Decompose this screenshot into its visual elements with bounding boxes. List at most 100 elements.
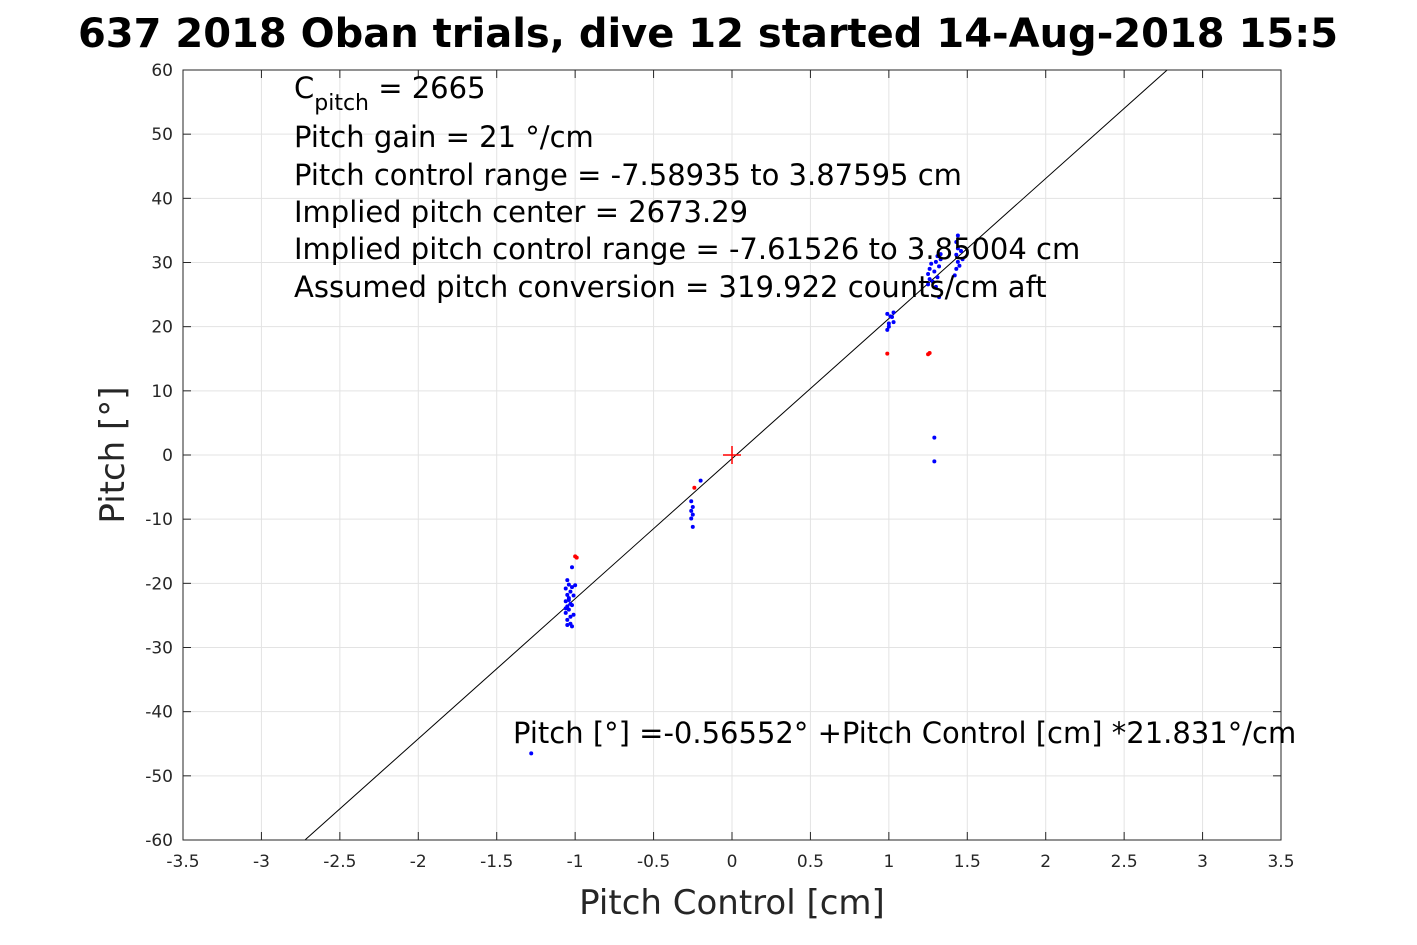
data-point	[689, 508, 694, 513]
y-tick-labels: -60 -50 -40 -30 -20 -10 0 10 20 30 40 50 60	[145, 61, 173, 851]
x-tick-label: 0	[727, 852, 738, 872]
data-point	[933, 259, 938, 264]
data-point	[955, 233, 960, 238]
x-tick-labels: -3.5 -3 -2.5 -2 -1.5 -1 -0.5 0 0.5 1 1.5 2 2.5 3 3.5	[166, 852, 1294, 872]
data-point	[563, 599, 568, 604]
data-point	[927, 266, 932, 271]
y-axis-label: Pitch [°]	[93, 386, 133, 523]
data-point	[566, 607, 571, 612]
data-point	[929, 261, 934, 266]
y-tick-label: -50	[145, 767, 173, 787]
pitch-gain-annotation: Pitch gain = 21 °/cm	[294, 120, 594, 154]
data-point	[926, 282, 931, 287]
y-tick-label: -20	[145, 574, 173, 594]
x-tick-label: -2	[410, 852, 427, 872]
data-point	[952, 273, 957, 278]
data-point	[566, 582, 571, 587]
data-point	[927, 350, 932, 355]
data-point	[886, 321, 891, 326]
x-tick-label: 2.5	[1111, 852, 1138, 872]
data-point	[885, 311, 890, 316]
data-point	[571, 593, 576, 598]
data-point	[954, 239, 959, 244]
y-tick-label: -30	[145, 639, 173, 659]
data-point	[568, 589, 573, 594]
data-point	[889, 315, 894, 320]
cpitch-subscript: pitch	[314, 91, 369, 116]
x-tick-label: 0.5	[797, 852, 824, 872]
data-point	[566, 598, 571, 603]
data-point	[690, 512, 695, 517]
data-point	[574, 555, 579, 560]
data-point	[930, 279, 935, 284]
x-tick-label: -1	[567, 852, 584, 872]
data-point	[885, 327, 890, 332]
data-point	[960, 257, 965, 262]
x-tick-label: 3.5	[1267, 852, 1294, 872]
tick-marks	[182, 69, 1282, 841]
fit-equation-annotation: Pitch [°] =-0.56552° +Pitch Control [cm]…	[513, 716, 1296, 750]
data-point	[571, 612, 576, 617]
data-point	[885, 351, 890, 356]
center-marker-group	[723, 446, 741, 464]
data-point	[529, 751, 534, 756]
data-point	[565, 623, 570, 628]
x-tick-label: -3.5	[166, 852, 199, 872]
data-point	[570, 585, 575, 590]
data-point	[957, 263, 962, 268]
x-tick-label: -1.5	[480, 852, 513, 872]
y-tick-label: -60	[145, 831, 173, 851]
data-point	[886, 324, 891, 329]
data-point	[955, 246, 960, 251]
pitch-control-range-annotation: Pitch control range = -7.58935 to 3.8759…	[294, 158, 962, 192]
data-point	[570, 624, 575, 629]
data-point	[570, 565, 575, 570]
data-point	[959, 248, 964, 253]
cpitch-annotation: Cpitch = 2665	[294, 71, 486, 116]
data-point	[563, 606, 568, 611]
data-point	[690, 524, 695, 529]
data-point	[933, 284, 938, 289]
data-point	[935, 254, 940, 259]
x-tick-label: 3	[1197, 852, 1208, 872]
data-point	[692, 485, 697, 490]
implied-pitch-control-range-annotation: Implied pitch control range = -7.61526 t…	[294, 232, 1080, 266]
data-point	[570, 603, 575, 608]
data-point	[689, 499, 694, 504]
x-tick-label: -2.5	[323, 852, 356, 872]
data-point	[565, 617, 570, 622]
data-point	[932, 435, 937, 440]
y-tick-label: 10	[151, 382, 173, 402]
data-point	[937, 264, 942, 269]
assumed-pitch-conversion-annotation: Assumed pitch conversion = 319.922 count…	[294, 270, 1047, 304]
data-point	[565, 578, 570, 583]
y-tick-label: -10	[145, 510, 173, 530]
y-tick-label: 50	[151, 125, 173, 145]
data-point	[932, 459, 937, 464]
cpitch-value: = 2665	[369, 71, 486, 105]
data-point	[891, 320, 896, 325]
x-tick-label: 1	[883, 852, 894, 872]
data-point	[954, 252, 959, 257]
y-tick-label: 0	[162, 446, 173, 466]
data-point	[932, 269, 937, 274]
data-point	[938, 252, 943, 257]
y-tick-label: 40	[151, 189, 173, 209]
y-tick-label: 30	[151, 254, 173, 274]
data-point	[935, 275, 940, 280]
data-point	[563, 586, 568, 591]
implied-pitch-center-annotation: Implied pitch center = 2673.29	[294, 195, 748, 229]
x-tick-label: -3	[253, 852, 270, 872]
data-point	[568, 614, 573, 619]
data-point	[690, 504, 695, 509]
data-point	[891, 310, 896, 315]
cpitch-main: C	[294, 71, 314, 105]
data-point	[926, 272, 931, 277]
data-point	[955, 259, 960, 264]
data-point	[563, 610, 568, 615]
x-tick-label: 1.5	[954, 852, 981, 872]
data-point	[689, 516, 694, 521]
data-point	[954, 266, 959, 271]
data-point	[565, 592, 570, 597]
